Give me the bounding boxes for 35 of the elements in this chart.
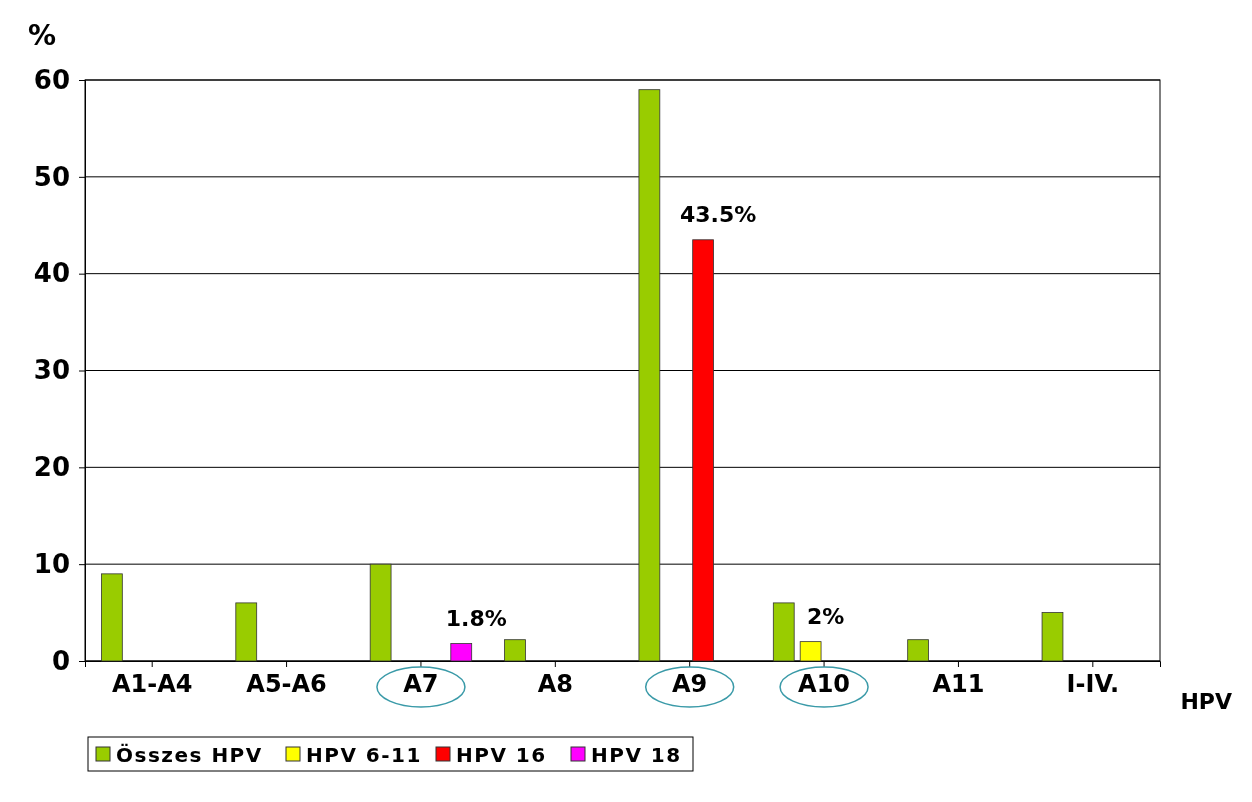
x-tick-label: A1-A4 (111, 670, 193, 698)
bar (799, 641, 822, 662)
x-tick-label: A10 (798, 670, 851, 698)
y-tick-label: 0 (51, 645, 70, 676)
legend-label: HPV 16 (456, 743, 547, 767)
y-axis-title: % (28, 19, 57, 52)
x-axis-title: HPV (1180, 689, 1232, 714)
x-tick-label: A8 (537, 670, 573, 698)
legend-label: Összes HPV (116, 743, 263, 767)
data-label: 1.8% (445, 605, 507, 631)
data-label: 2% (806, 603, 845, 629)
x-tick-label: A11 (932, 670, 985, 698)
y-tick-label: 20 (33, 452, 70, 483)
y-tick-label: 40 (33, 258, 70, 289)
legend-label: HPV 6-11 (306, 743, 422, 767)
bar (907, 639, 929, 662)
bar (235, 602, 258, 662)
bar (1041, 612, 1064, 662)
y-tick-label: 30 (33, 355, 70, 386)
y-tick-label: 10 (33, 548, 70, 579)
bar (369, 563, 392, 662)
x-tick-label: A5-A6 (246, 670, 327, 698)
x-tick-label: A7 (403, 670, 439, 698)
x-tick-label: A9 (672, 670, 708, 698)
bar (504, 639, 526, 662)
legend-label: HPV 18 (591, 743, 682, 767)
bar (450, 643, 473, 662)
y-tick-label: 60 (33, 64, 70, 95)
data-label: 43.5% (679, 201, 757, 227)
y-tick-label: 50 (33, 161, 70, 192)
bar (772, 602, 795, 662)
bar (638, 89, 661, 662)
x-tick-label: I-IV. (1066, 670, 1120, 698)
bar (692, 239, 714, 662)
bar (101, 573, 123, 662)
